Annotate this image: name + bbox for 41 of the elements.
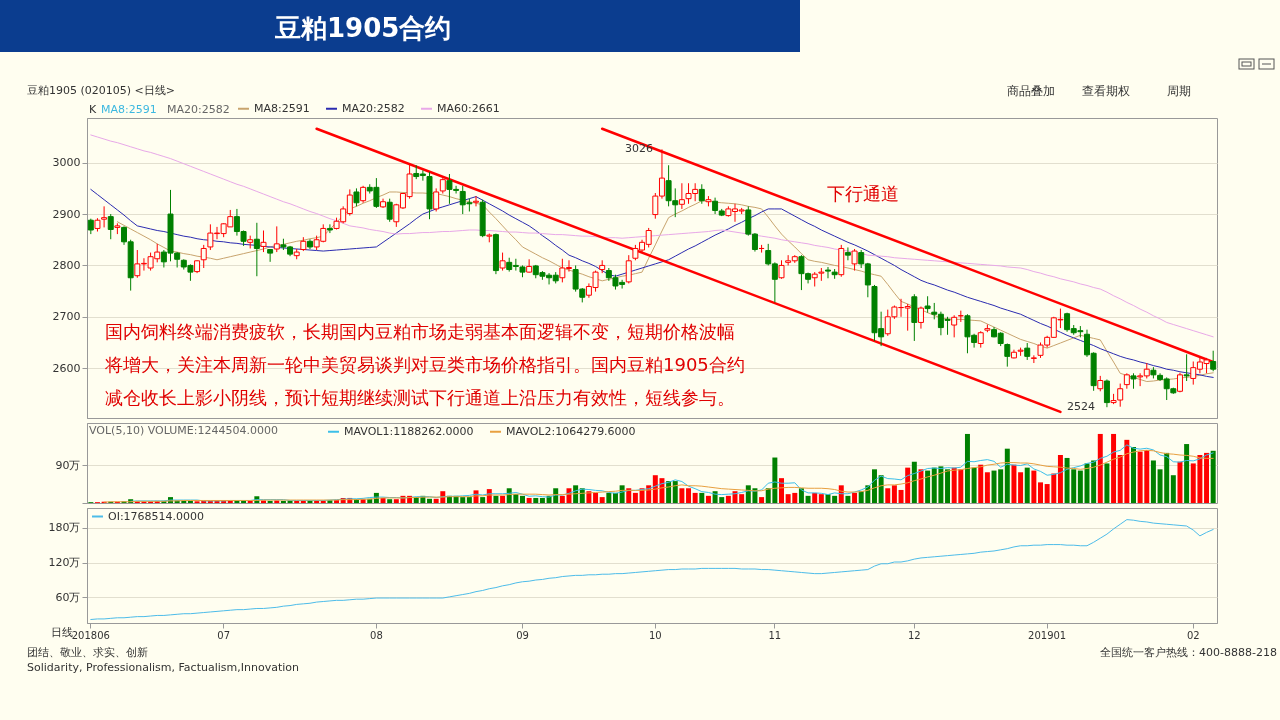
annotation: 2524 xyxy=(1067,400,1095,413)
legend-label: MA8:2591 xyxy=(254,101,310,115)
x-tick-label: 201901 xyxy=(1028,629,1067,641)
text: Solidarity, Professionalism, Factualism,Innovation xyxy=(27,661,299,674)
legend-label: MAVOL2:1064279.6000 xyxy=(506,424,636,438)
x-tick-label: 02 xyxy=(1186,629,1200,641)
y-tick-label: 2700 xyxy=(52,310,81,324)
annotation: 3026 xyxy=(625,142,653,155)
y-tick-label: 120万 xyxy=(48,556,81,570)
legend-label: MA20:2582 xyxy=(342,101,405,115)
y-tick-label: 2900 xyxy=(52,207,81,221)
annotation: 国内饲料终端消费疲软，长期国内豆粕市场走弱基本面逻辑不变，短期价格波幅将增大，关注本周新一轮中美贸易谈判对豆类市场价格指引。国内豆粕1905合约减仓收长上影小阴线，预计短期继续测试下行通道上沿压力有效性，短线参与。 xyxy=(104,321,745,408)
y-tick-label: 3000 xyxy=(52,156,81,170)
y-tick-label: 90万 xyxy=(55,458,81,472)
text: K xyxy=(89,103,97,116)
legend-label: OI:1768514.0000 xyxy=(108,509,205,523)
x-tick-label: 201806 xyxy=(71,629,110,641)
text: 日线 xyxy=(51,626,73,639)
y-tick-label: 2800 xyxy=(52,258,81,272)
text: 查看期权 xyxy=(1082,84,1130,98)
chart-title: 豆粕1905合约 xyxy=(275,12,452,45)
text: 全国统一客户热线：400-8888-218 xyxy=(1100,646,1277,659)
text: MA20:2582 xyxy=(167,103,230,116)
annotation: VOL(5,10) VOLUME:1244504.0000 xyxy=(89,424,278,437)
x-tick-label: 11 xyxy=(768,629,782,641)
x-tick-label: 08 xyxy=(370,629,383,641)
legend-label: MAVOL1:1188262.0000 xyxy=(344,424,474,438)
y-tick-label: 60万 xyxy=(55,590,81,604)
chart-subtitle: 豆粕1905 (020105) <日线> xyxy=(27,84,175,97)
legend-label: MA60:2661 xyxy=(437,101,500,115)
y-tick-label: 2600 xyxy=(52,361,81,375)
text: 周期 xyxy=(1167,84,1191,98)
x-tick-label: 07 xyxy=(217,629,231,641)
text: 团结、敬业、求实、创新 xyxy=(27,646,148,659)
x-tick-label: 09 xyxy=(516,629,529,641)
y-tick-label: 180万 xyxy=(48,521,81,535)
x-tick-label: 10 xyxy=(648,629,662,641)
annotation: 下行通道 xyxy=(827,183,899,204)
text: 商品叠加 xyxy=(1007,84,1055,98)
text: MA8:2591 xyxy=(101,103,157,116)
x-tick-label: 12 xyxy=(907,629,921,641)
